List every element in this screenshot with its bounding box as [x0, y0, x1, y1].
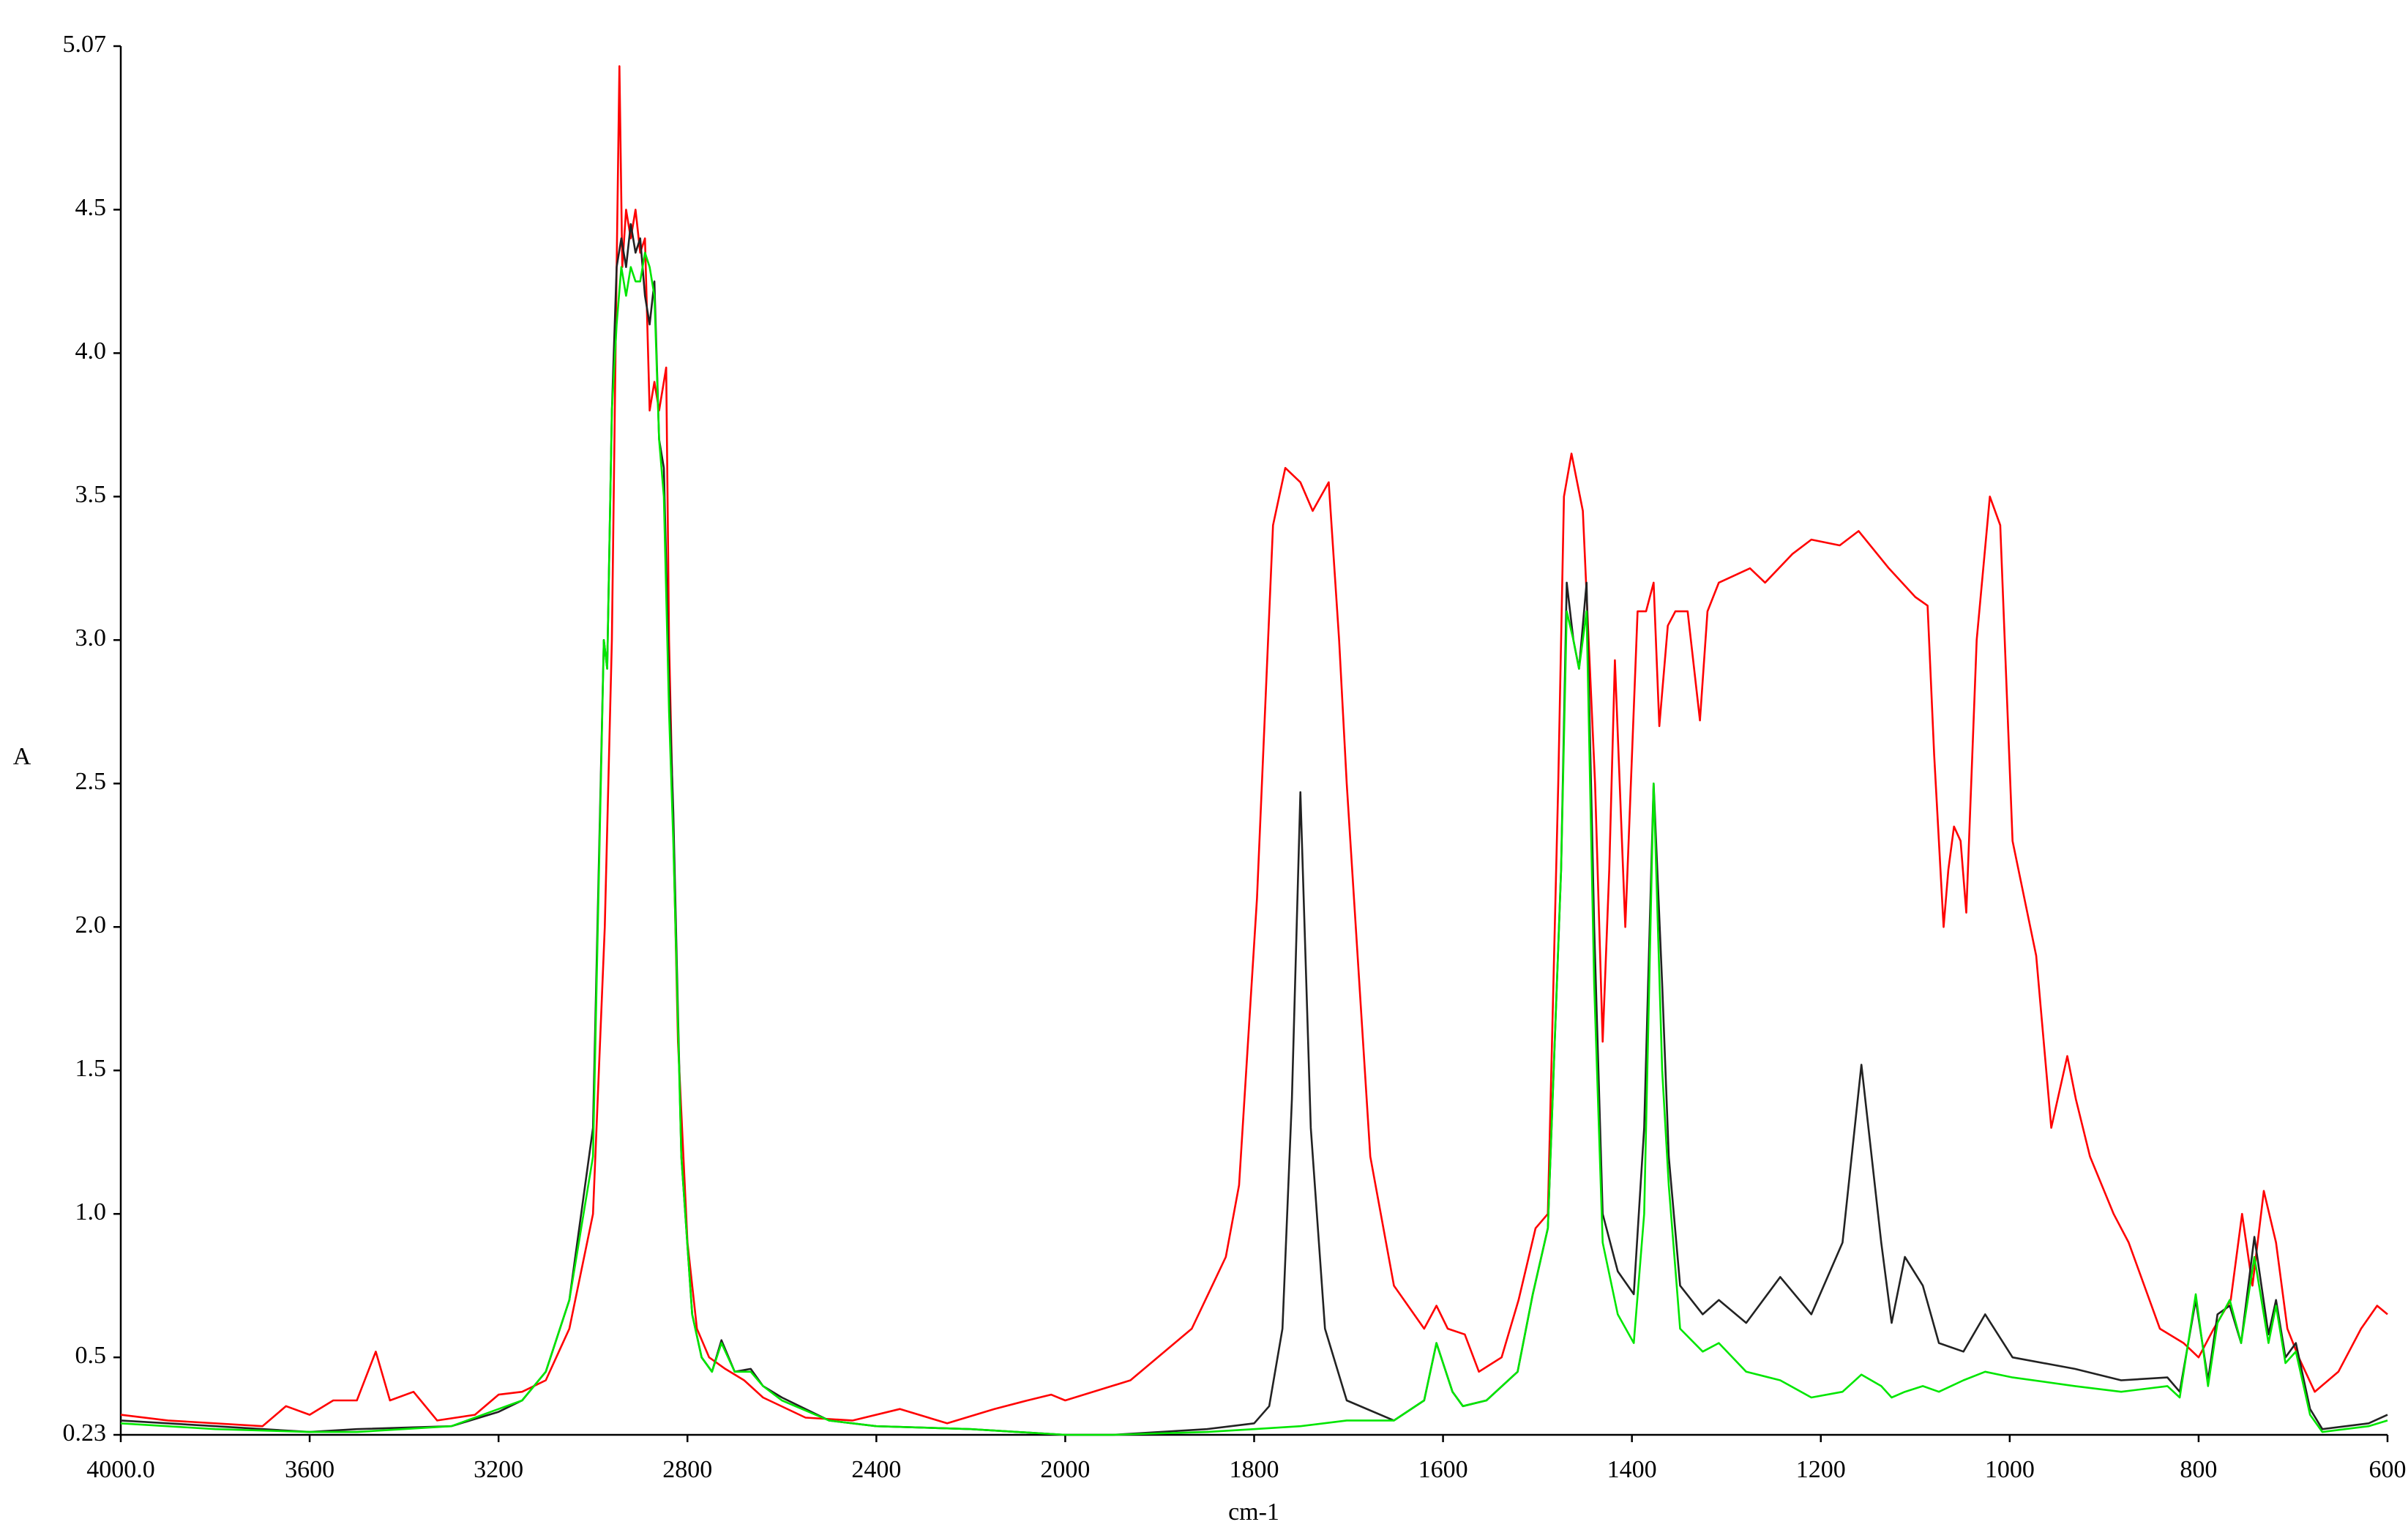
x-tick-label: 2000 [1040, 1456, 1090, 1483]
y-tick-label: 0.23 [63, 1419, 107, 1447]
x-tick-label: 2800 [662, 1456, 712, 1483]
spectrum-line [120, 223, 2388, 1436]
x-axis-label: cm-1 [1228, 1499, 1279, 1526]
y-tick-label: 3.5 [75, 481, 107, 508]
x-tick-label: 4000.0 [86, 1456, 155, 1483]
x-tick-label: 1000 [1985, 1456, 2035, 1483]
x-tick-label: 1800 [1230, 1456, 1279, 1483]
y-tick-label: 1.0 [75, 1198, 107, 1225]
x-tick-label: 600 [2369, 1456, 2407, 1483]
x-tick-label: 3600 [285, 1456, 334, 1483]
y-tick-label: 4.0 [75, 337, 107, 365]
y-tick-label: 2.5 [75, 768, 107, 795]
spectrum-line [120, 251, 2388, 1436]
y-axis-label: A [13, 743, 31, 770]
spectrum-line [120, 65, 2388, 1428]
x-tick-label: 3200 [474, 1456, 523, 1483]
x-tick-label: 1200 [1796, 1456, 1846, 1483]
y-tick-label: 4.5 [75, 194, 107, 221]
x-tick-label: 800 [2180, 1456, 2217, 1483]
y-tick-label: 3.0 [75, 624, 107, 652]
x-tick-label: 1400 [1607, 1456, 1657, 1483]
x-tick-label: 2400 [851, 1456, 901, 1483]
y-tick-label: 5.07 [63, 31, 107, 58]
x-tick-label: 1600 [1418, 1456, 1468, 1483]
y-tick-label: 0.5 [75, 1342, 107, 1369]
y-tick-label: 2.0 [75, 911, 107, 938]
y-tick-label: 1.5 [75, 1055, 107, 1082]
